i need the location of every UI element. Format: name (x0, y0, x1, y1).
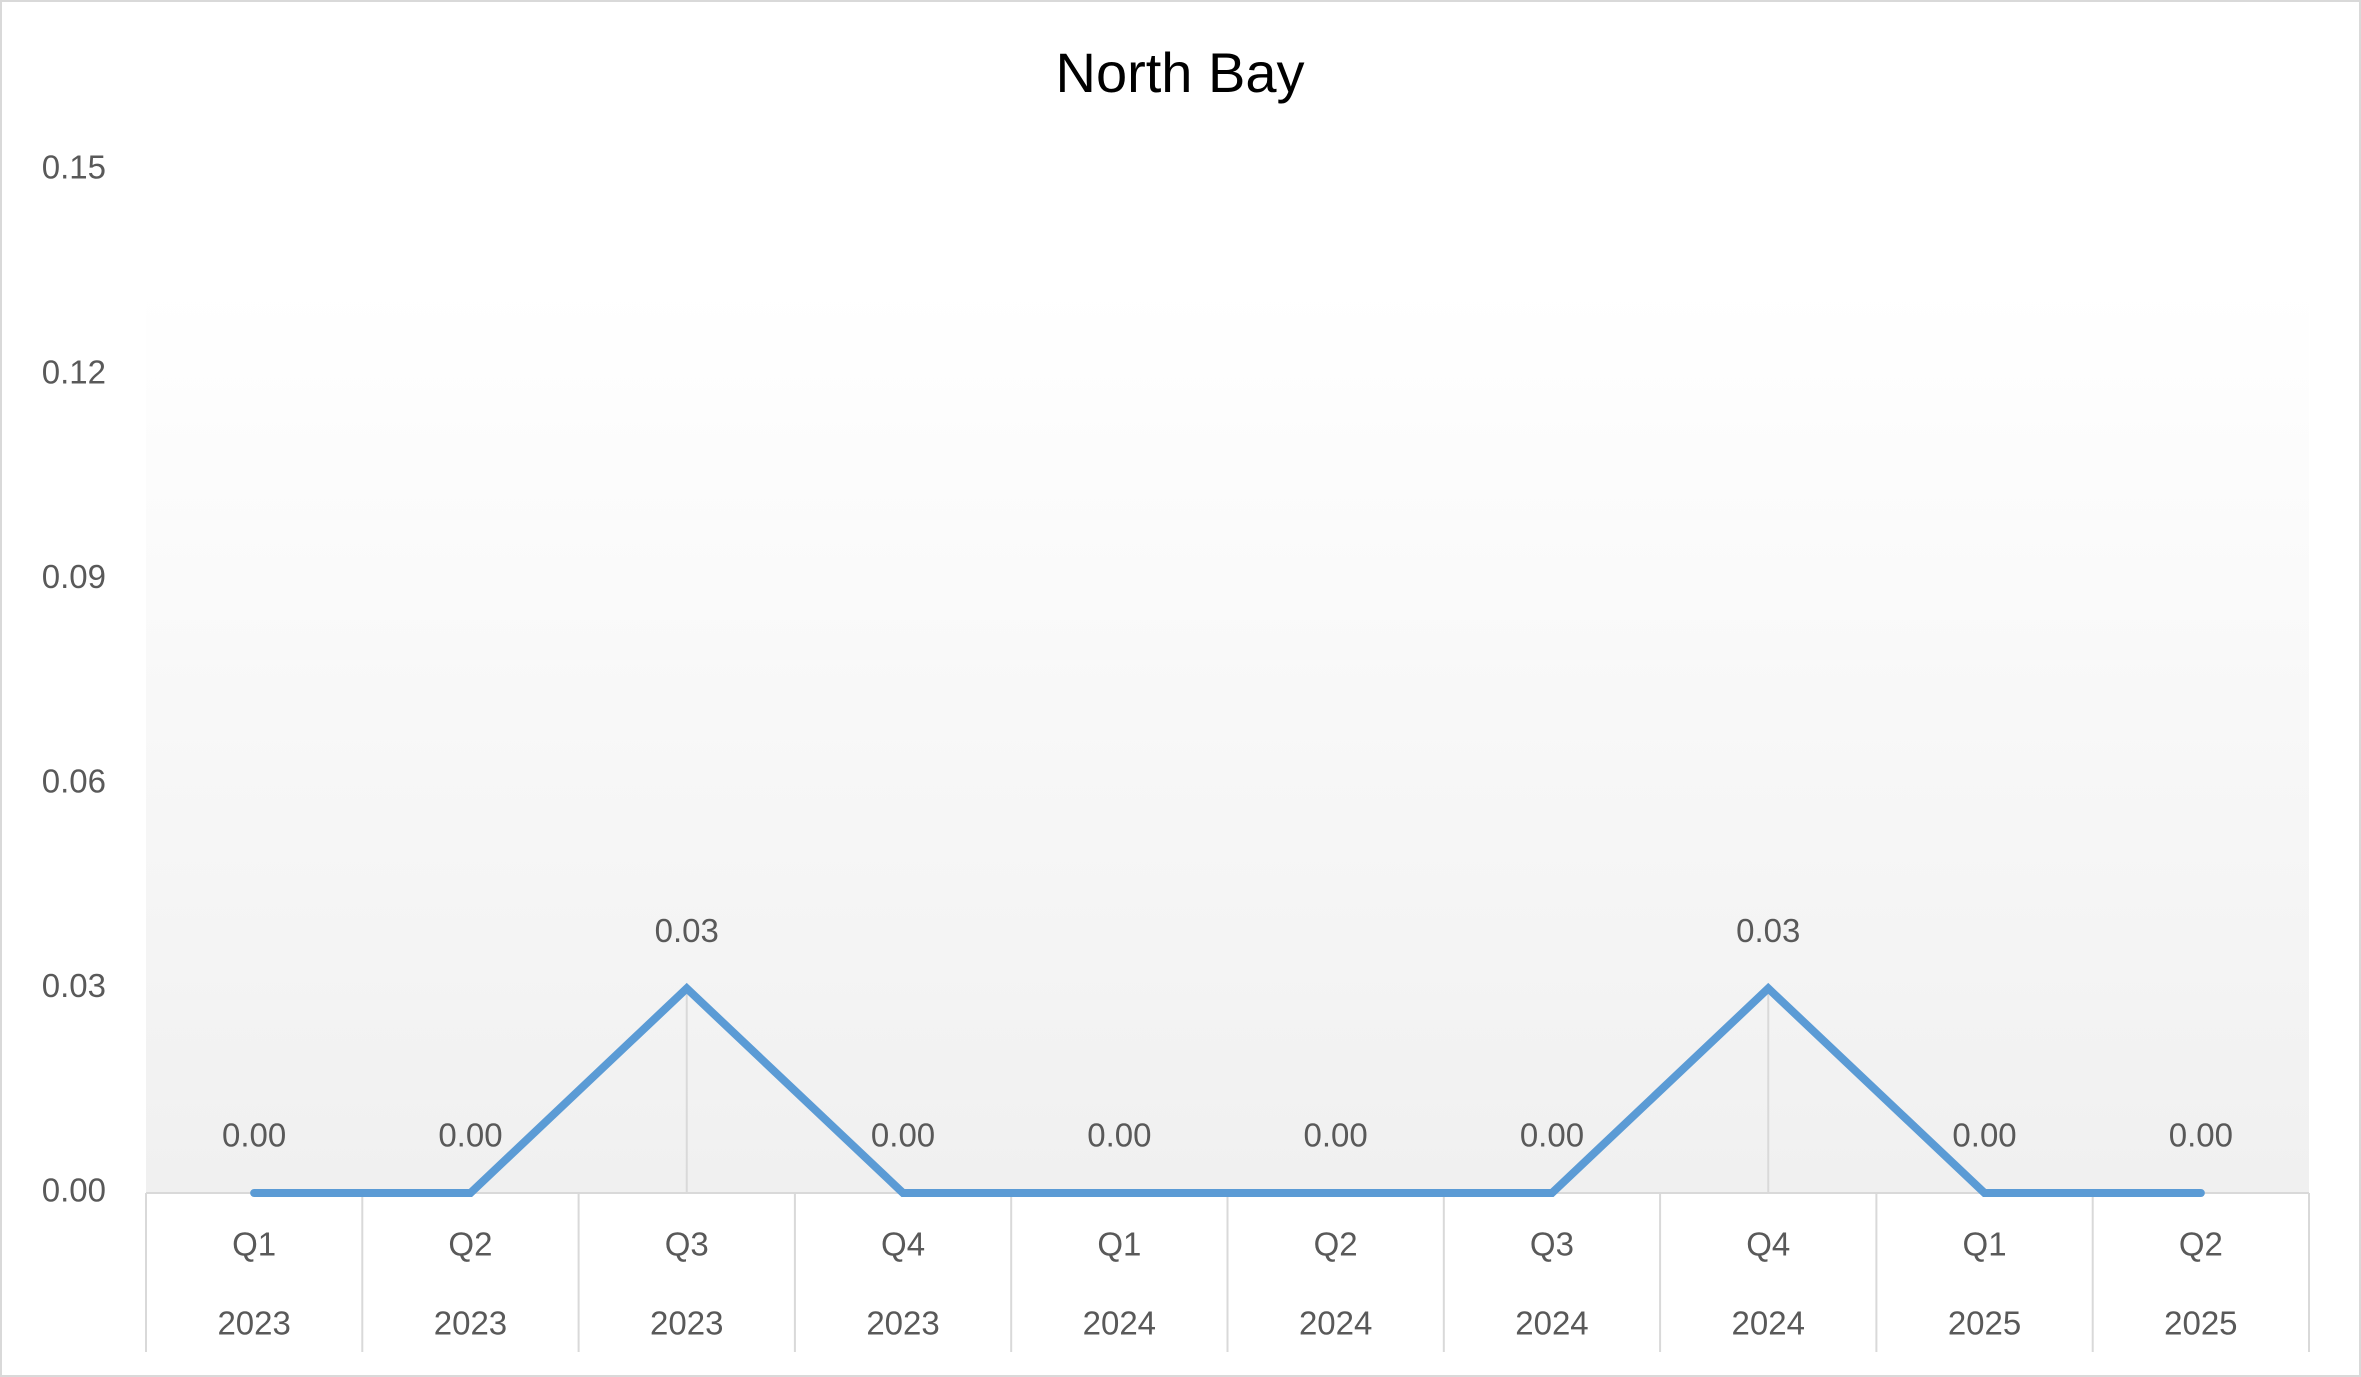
x-tick-label: Q1 (1097, 1226, 1141, 1263)
y-tick-label: 0.03 (42, 967, 106, 1004)
x-tick-label: Q1 (1963, 1226, 2007, 1263)
data-label: 0.00 (1520, 1117, 1584, 1154)
x-group-label: 2023 (434, 1305, 507, 1342)
data-label: 0.00 (871, 1117, 935, 1154)
x-tick-label: Q2 (2179, 1226, 2223, 1263)
x-group-label: 2023 (217, 1305, 290, 1342)
line-series (250, 982, 2205, 1197)
data-label: 0.00 (2169, 1117, 2233, 1154)
x-tick-label: Q2 (448, 1226, 492, 1263)
data-label: 0.00 (1952, 1117, 2016, 1154)
y-tick-label: 0.06 (42, 763, 106, 800)
x-tick-label: Q4 (1746, 1226, 1790, 1263)
data-label: 0.00 (222, 1117, 286, 1154)
data-label: 0.03 (1736, 912, 1800, 949)
x-tick-label: Q1 (232, 1226, 276, 1263)
y-tick-label: 0.12 (42, 353, 106, 390)
y-tick-label: 0.15 (42, 149, 106, 186)
data-label: 0.00 (438, 1117, 502, 1154)
x-group-label: 2024 (1732, 1305, 1805, 1342)
chart-title: North Bay (1056, 41, 1305, 104)
data-label: 0.03 (655, 912, 719, 949)
data-label: 0.00 (1304, 1117, 1368, 1154)
data-label: 0.00 (1087, 1117, 1151, 1154)
x-tick-label: Q3 (1530, 1226, 1574, 1263)
x-group-label: 2024 (1299, 1305, 1372, 1342)
x-group-label: 2024 (1083, 1305, 1156, 1342)
x-group-label: 2024 (1515, 1305, 1588, 1342)
x-group-label: 2023 (650, 1305, 723, 1342)
plot-background (146, 286, 2309, 1193)
x-group-label: 2025 (2164, 1305, 2237, 1342)
x-tick-label: Q2 (1314, 1226, 1358, 1263)
x-group-label: 2023 (866, 1305, 939, 1342)
x-group-label: 2025 (1948, 1305, 2021, 1342)
x-tick-label: Q4 (881, 1226, 925, 1263)
x-tick-label: Q3 (665, 1226, 709, 1263)
y-tick-label: 0.00 (42, 1172, 106, 1209)
y-tick-label: 0.09 (42, 558, 106, 595)
